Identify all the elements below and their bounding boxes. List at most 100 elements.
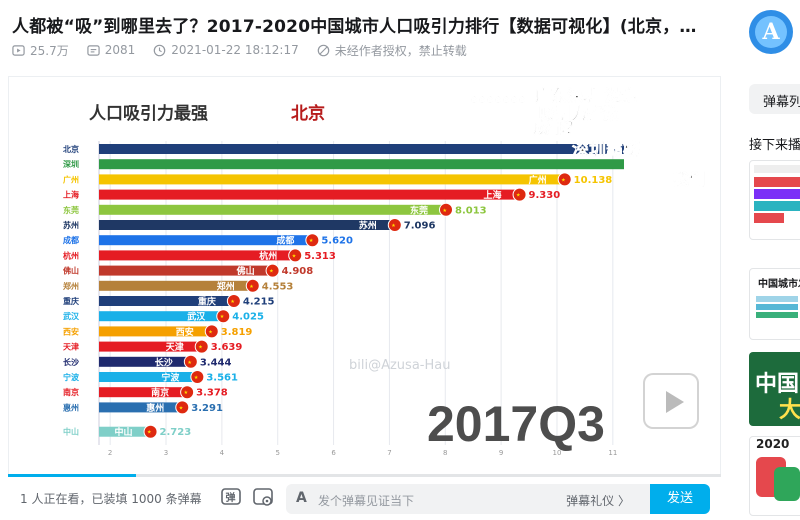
bar-rect [99,311,224,322]
thumb-text: 中国 [755,372,800,397]
x-tick-label: 9 [499,449,503,457]
danmaku-layer: 。。。。。。。广东深圳 没跑 吸引力指数 成都？ 深圳霸榜 我们 [471,86,706,190]
danmaku-list-toggle[interactable]: 弹幕列表 [749,84,800,114]
bar-苏州: 苏州 苏州 ★ 7.096 [63,218,436,232]
bar-佛山: 佛山 佛山 ★ 4.908 [62,263,314,278]
bar-value-label: 9.330 [529,190,561,201]
bar-深圳: 深圳 [63,159,624,170]
china-flag-icon [190,370,205,384]
danmaku-etiquette-link[interactable]: 弹幕礼仪 〉 [566,494,630,508]
bar-category-label: 宁波 [63,372,80,382]
bar-category-label: 佛山 [62,266,79,276]
font-style-icon[interactable]: A [296,490,307,506]
recommended-video-3[interactable]: 中国 大 [749,352,800,426]
bar-inner-label: 重庆 [198,296,216,308]
progress-bar[interactable] [8,474,721,477]
send-button[interactable]: 发送 [650,484,710,514]
next-up-label: 接下来播放 [749,138,800,153]
bar-inner-label: 杭州 [259,250,277,262]
no-reprint-icon [317,44,330,56]
danmaku-settings-icon[interactable] [252,486,274,508]
danmaku-icon [87,44,100,56]
bar-杭州: 杭州 杭州 ★ 5.313 [63,248,336,263]
bar-category-label: 杭州 [63,250,79,260]
flag-star-icon: ★ [516,193,521,199]
rights-notice: 未经作者授权，禁止转载 [317,42,467,59]
bar-广州: 广州 广州 ★ 10.138 [63,172,612,187]
bar-category-label: 长沙 [63,357,79,367]
x-tick-label: 5 [275,449,279,457]
flag-star-icon: ★ [443,208,448,214]
bar-value-label: 2.723 [160,427,192,438]
bar-category-label: 上海 [63,190,79,200]
bar-rect [99,341,202,352]
bar-中山: 中山 中山 ★ 2.723 [63,424,192,439]
flag-star-icon: ★ [198,345,203,351]
bar-inner-label: 南京 [151,387,169,399]
bar-inner-label: 上海 [484,189,502,201]
china-flag-icon [180,385,195,400]
china-flag-icon [245,278,260,293]
bar-inner-label: 西安 [176,326,194,338]
video-player[interactable]: 2 3 4 5 6 7 8 9 10 11 北京 深圳 广州 广州 ★ 10.138 上海 上海 ★ 9.330 东莞… [8,76,721,476]
bar-value-label: 3.639 [211,342,243,353]
flag-star-icon: ★ [269,269,274,275]
flag-star-icon: ★ [230,299,235,305]
bar-rect [99,174,565,185]
thumb-text: 2020 [756,437,790,451]
flag-star-icon: ★ [249,284,254,290]
bar-category-label: 中山 [63,427,79,437]
bar-value-label: 3.561 [206,373,238,384]
recommended-video-4[interactable]: 2020 [749,436,800,516]
china-flag-icon [439,202,454,217]
recommended-video-1[interactable] [749,160,800,240]
flag-star-icon: ★ [561,177,566,183]
bar-value-label: 4.908 [282,266,314,277]
danmaku-toggle-icon[interactable]: 弹 [220,486,242,508]
danmaku-placeholder: 发个弹幕见证当下 [318,494,415,508]
thumb-text: 中国城市发 [758,279,800,290]
bar-value-label: 3.378 [196,388,228,399]
uploader-avatar[interactable]: A [749,10,793,54]
bar-value-label: 5.313 [304,251,336,262]
views-stat: 25.7万 [12,42,69,59]
bar-inner-label: 广州 [529,174,547,186]
bar-东莞: 东莞 东莞 ★ 8.013 [63,202,487,217]
bar-rect [99,387,188,398]
bar-rect [99,402,183,413]
bar-天津: 天津 天津 ★ 3.639 [63,339,243,354]
bar-rect [99,250,296,261]
bar-rect [99,144,624,154]
china-flag-icon [387,218,402,232]
bar-inner-label: 长沙 [155,356,173,368]
x-tick-label: 8 [443,449,447,457]
bar-北京: 北京 [63,144,624,154]
play-button[interactable] [643,373,699,429]
period-label: 2017Q3 [427,396,605,452]
danmaku-item: 。。。。。。。广东深圳 没跑 [471,86,637,105]
video-title: 人都被“吸”到哪里去了？2017-2020中国城市人口吸引力排行【数据可视化】(… [12,17,697,37]
bar-category-label: 惠州 [63,402,79,412]
bar-value-label: 3.444 [200,357,232,368]
danmaku-item: 吸引力指数 [539,104,620,123]
bar-value-label: 8.013 [455,205,487,216]
bar-南京: 南京 南京 ★ 3.378 [63,385,228,400]
recommended-video-2[interactable]: 中国城市发 [749,268,800,340]
danmaku-input[interactable]: A 发个弹幕见证当下 弹幕礼仪 〉 [286,484,650,514]
bar-value-label: 7.096 [404,221,436,232]
bar-category-label: 广州 [63,174,79,184]
bar-宁波: 宁波 宁波 ★ 3.561 [63,370,238,384]
bar-value-label: 3.819 [221,327,253,338]
bar-inner-label: 宁波 [161,372,180,384]
bar-上海: 上海 上海 ★ 9.330 [63,187,561,202]
bar-value-label: 3.291 [191,403,223,414]
danmaku-stat: 2081 [87,43,136,57]
bar-rect [99,189,520,200]
danmaku-count: 2081 [104,43,136,57]
bar-category-label: 重庆 [63,296,79,306]
china-flag-icon [194,339,209,354]
bar-value-label: 4.553 [262,281,294,292]
flag-star-icon: ★ [391,223,396,229]
flag-star-icon: ★ [220,314,225,320]
bar-value-label: 4.215 [243,297,275,308]
